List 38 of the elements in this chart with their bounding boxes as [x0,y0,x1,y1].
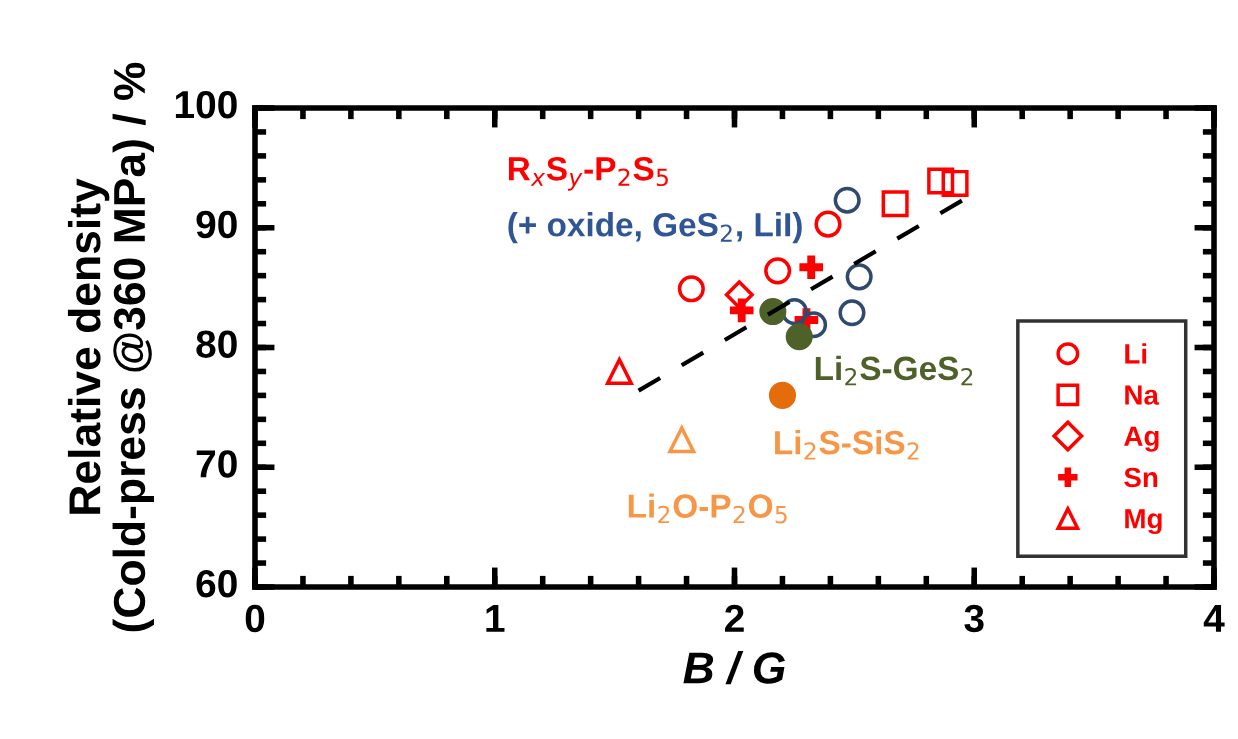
annotation: Li$_{2}$O-P$_{2}$O$_{5}$ [628,493,787,524]
annotation: Li$_{2}$S-SiS$_{2}$ [775,429,919,460]
point [799,255,824,280]
annotation: Li$_{2}$S-GeS$_{2}$ [815,355,973,386]
point [768,381,796,409]
point [838,299,866,327]
y-tick-label: 80 [196,330,237,358]
point [927,167,955,195]
legend-label: Na [1125,385,1160,405]
y-tick-label: 90 [196,210,237,239]
point [941,169,969,197]
x-tick-label: 4 [1203,605,1225,632]
point [764,257,792,285]
y-tick-label: 100 [175,90,237,119]
legend-label: Sn [1124,467,1158,488]
y-tick-label: 60 [196,569,237,598]
x-axis-title: B / G [683,651,785,685]
point [800,311,828,339]
legend-label: Ag [1124,426,1159,452]
point [785,323,813,351]
point [604,355,634,385]
point [881,190,909,218]
x-tick-label: 0 [245,604,265,633]
x-tick-label: 2 [725,604,744,632]
annotation: (+ oxide, GeS$_{2}$, LiI) [508,212,802,244]
y-tick-label: 70 [196,450,237,478]
point [845,263,873,291]
point [677,275,705,303]
point [668,426,696,454]
x-tick-label: 1 [486,605,505,632]
point [729,298,754,323]
annotation: R$_{x}$S$_{y}$-P$_{2}$S$_{5}$ [508,157,668,191]
point [814,210,842,238]
legend-label: Mg [1125,509,1162,535]
legend-label: Li [1125,343,1147,364]
y-axis-title: Relative density (Cold-press @360 MPa) / % [67,62,155,632]
x-tick-label: 3 [964,604,984,633]
point [833,186,861,214]
